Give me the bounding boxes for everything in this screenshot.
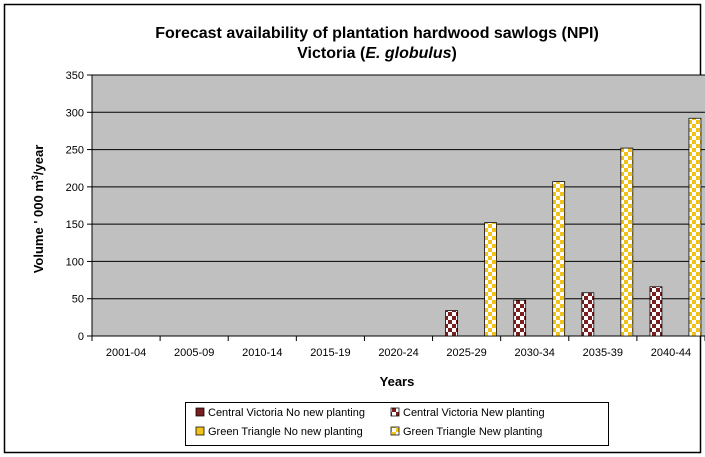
x-tick-label: 2025-29	[446, 347, 486, 359]
bar	[581, 292, 595, 337]
y-tick-label: 150	[66, 219, 84, 231]
plot-area: 0 50 100 150 200 250 300 350 2001-04 2005-09 2010-…	[66, 70, 705, 359]
y-axis-title: Volume ' 000 m3/year	[30, 145, 46, 274]
y-tick-label: 50	[72, 294, 84, 306]
y-tick-label: 300	[66, 107, 84, 119]
y-tick-label: 0	[78, 331, 84, 343]
x-tick-label: 2030-34	[515, 347, 555, 359]
y-tick-label: 350	[66, 70, 84, 82]
x-tick-label: 2015-19	[310, 347, 350, 359]
legend-label: Central Victoria No new planting	[208, 407, 365, 419]
bar	[552, 181, 566, 337]
bar	[649, 286, 663, 337]
x-tick-label: 2005-09	[174, 347, 214, 359]
y-tick-label: 200	[66, 182, 84, 194]
bar	[620, 147, 634, 337]
bar	[484, 222, 497, 337]
bar	[445, 310, 458, 337]
y-tick-label: 100	[66, 256, 84, 268]
chart-subtitle: Victoria (E. globulus)	[297, 45, 457, 62]
legend-swatch	[195, 407, 205, 417]
x-tick-label: 2020-24	[378, 347, 418, 359]
x-tick-label: 2035-39	[583, 347, 623, 359]
legend-label: Green Triangle No new planting	[208, 426, 363, 438]
x-tick-label: 2010-14	[242, 347, 282, 359]
y-tick-label: 250	[66, 145, 84, 157]
x-tick-label: 2001-04	[106, 347, 146, 359]
chart-title: Forecast availability of plantation hard…	[155, 25, 599, 42]
legend: Central Victoria No new planting Central …	[185, 402, 609, 446]
legend-swatch	[195, 426, 205, 436]
plot-background	[92, 75, 705, 336]
legend-swatch	[390, 426, 400, 436]
legend-label: Green Triangle New planting	[403, 426, 542, 438]
legend-swatch	[390, 407, 400, 417]
bar	[688, 117, 702, 337]
x-axis-title: Years	[380, 374, 415, 389]
bar	[513, 299, 527, 337]
x-tick-label: 2040-44	[651, 347, 691, 359]
legend-label: Central Victoria New planting	[403, 407, 545, 419]
